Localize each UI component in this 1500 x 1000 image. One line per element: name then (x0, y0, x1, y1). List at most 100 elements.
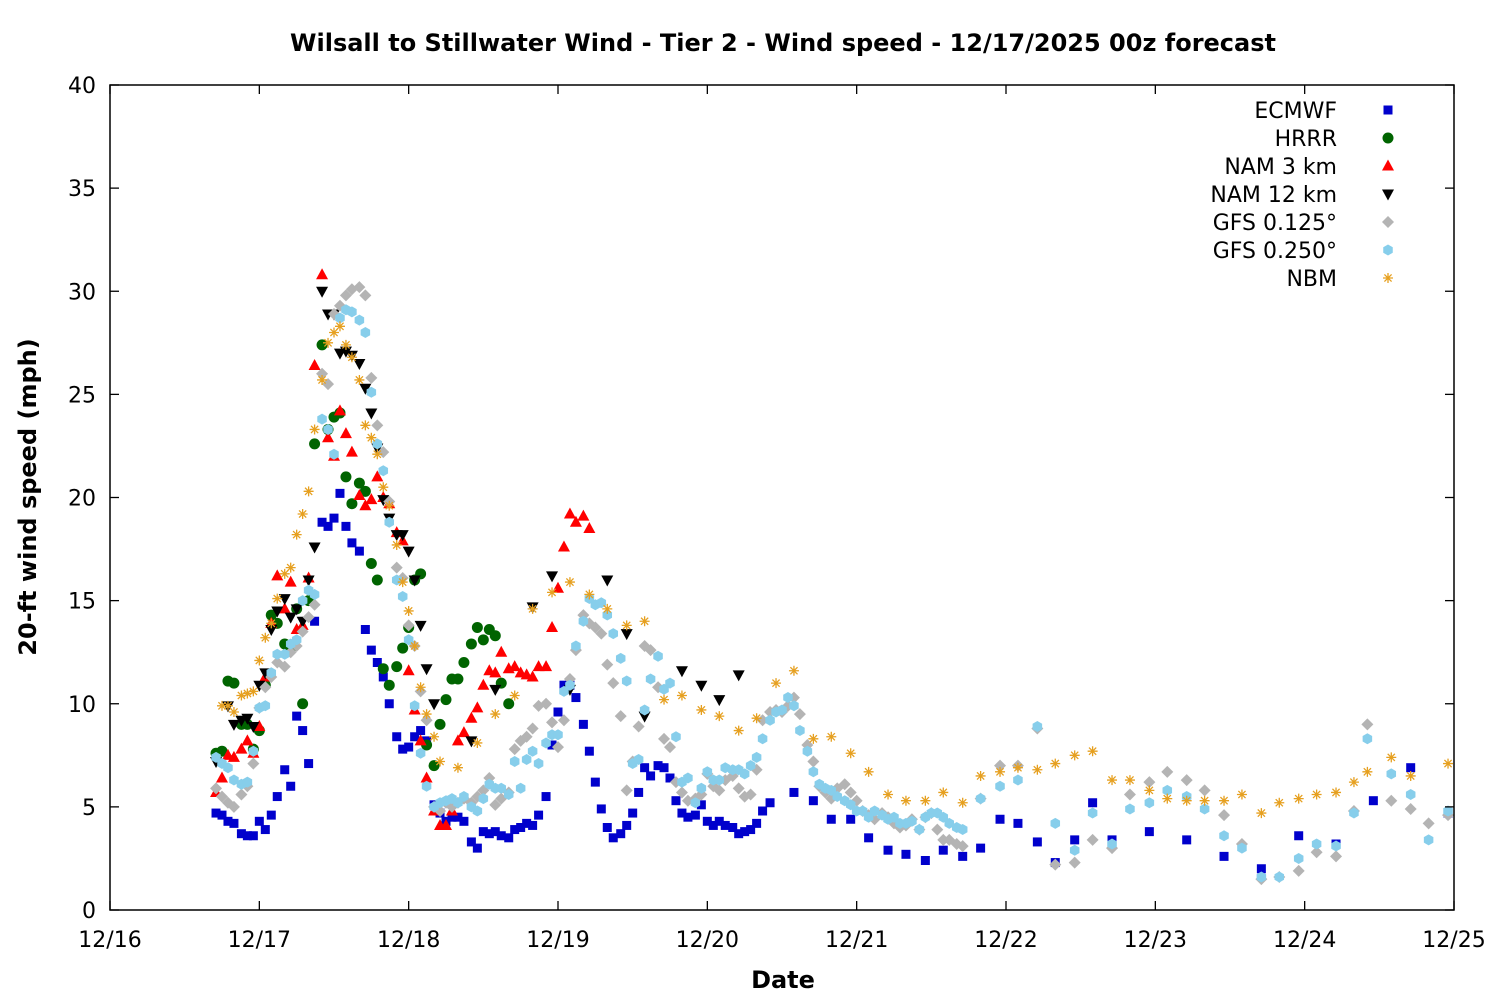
data-point (732, 782, 745, 795)
data-point (279, 648, 290, 660)
data-point (366, 645, 376, 655)
data-point (323, 521, 333, 531)
data-point (1162, 784, 1173, 796)
legend-marker (1382, 189, 1394, 201)
data-point (620, 629, 633, 641)
data-point (316, 339, 328, 351)
data-point (353, 358, 366, 370)
data-point (559, 685, 569, 697)
data-point (392, 732, 402, 742)
data-point (484, 829, 494, 839)
data-point (1311, 838, 1322, 850)
axes (109, 84, 1455, 911)
y-tick-label: 40 (68, 74, 96, 99)
data-point (602, 823, 612, 832)
data-point (228, 677, 240, 689)
data-point (260, 700, 271, 712)
data-point (1181, 795, 1192, 806)
data-point (546, 571, 559, 583)
data-point (528, 820, 538, 830)
data-point (751, 751, 762, 763)
data-point (914, 824, 925, 836)
data-point (509, 756, 520, 767)
data-point (347, 306, 357, 318)
data-point (602, 609, 613, 621)
data-point (291, 634, 302, 646)
data-point (659, 683, 669, 695)
data-point (563, 507, 576, 519)
data-point (378, 482, 389, 493)
data-point (377, 663, 389, 675)
data-point (740, 827, 750, 837)
data-point (391, 574, 402, 586)
data-point (1068, 856, 1081, 869)
data-point (390, 561, 403, 574)
data-point (286, 781, 296, 791)
data-point (333, 404, 346, 416)
data-point (665, 677, 675, 689)
data-point (471, 621, 483, 633)
y-tick-label: 0 (82, 899, 96, 924)
data-point (317, 374, 328, 385)
data-point (1144, 827, 1154, 837)
data-point (901, 849, 911, 859)
data-point (466, 837, 476, 847)
data-point (414, 734, 427, 746)
data-point (371, 470, 384, 482)
data-point (397, 642, 409, 654)
data-point (696, 782, 707, 794)
data-point (1219, 795, 1230, 806)
x-tick-label: 12/21 (825, 928, 888, 953)
data-point (1386, 768, 1397, 780)
legend-label: GFS 0.250° (1213, 239, 1337, 264)
y-tick-label: 5 (82, 796, 96, 821)
data-point (254, 655, 265, 666)
series-nbm (217, 321, 1454, 819)
data-point (995, 814, 1005, 824)
data-point (329, 513, 339, 523)
data-point (1182, 835, 1192, 845)
data-point (756, 714, 769, 727)
data-point (402, 546, 415, 558)
data-point (634, 787, 644, 797)
data-point (638, 711, 651, 723)
data-point (457, 726, 470, 738)
data-point (309, 424, 320, 435)
data-point (440, 818, 452, 830)
data-point (557, 714, 570, 727)
data-point (495, 645, 508, 657)
data-point (845, 799, 856, 811)
data-point (802, 745, 813, 757)
data-point (1385, 794, 1398, 807)
data-point (745, 760, 756, 772)
data-point (521, 753, 532, 765)
data-point (335, 312, 345, 324)
data-point (540, 660, 553, 672)
data-point (616, 829, 626, 839)
data-point (1256, 808, 1267, 819)
data-point (298, 726, 308, 736)
data-point (1218, 809, 1231, 822)
data-point (527, 603, 538, 614)
data-point (365, 408, 378, 420)
data-point (391, 661, 403, 673)
data-point (765, 714, 775, 726)
data-point (459, 816, 469, 826)
data-point (714, 774, 725, 786)
data-point (1293, 852, 1304, 864)
data-point (465, 638, 477, 650)
data-point (696, 704, 707, 715)
data-point (931, 823, 944, 836)
data-point (451, 734, 464, 746)
data-point (541, 737, 551, 749)
data-point (490, 827, 500, 837)
data-point (520, 730, 533, 743)
data-point (920, 856, 930, 865)
data-point (278, 594, 291, 606)
data-point (584, 589, 595, 600)
data-point (957, 824, 968, 836)
data-point (217, 700, 227, 711)
data-point (1050, 758, 1061, 769)
data-point (242, 831, 252, 841)
data-point (553, 729, 563, 741)
